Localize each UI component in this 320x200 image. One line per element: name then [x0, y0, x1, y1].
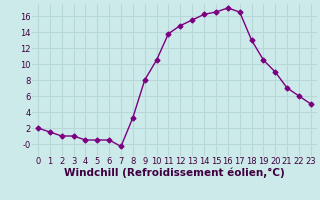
X-axis label: Windchill (Refroidissement éolien,°C): Windchill (Refroidissement éolien,°C) [64, 168, 285, 178]
